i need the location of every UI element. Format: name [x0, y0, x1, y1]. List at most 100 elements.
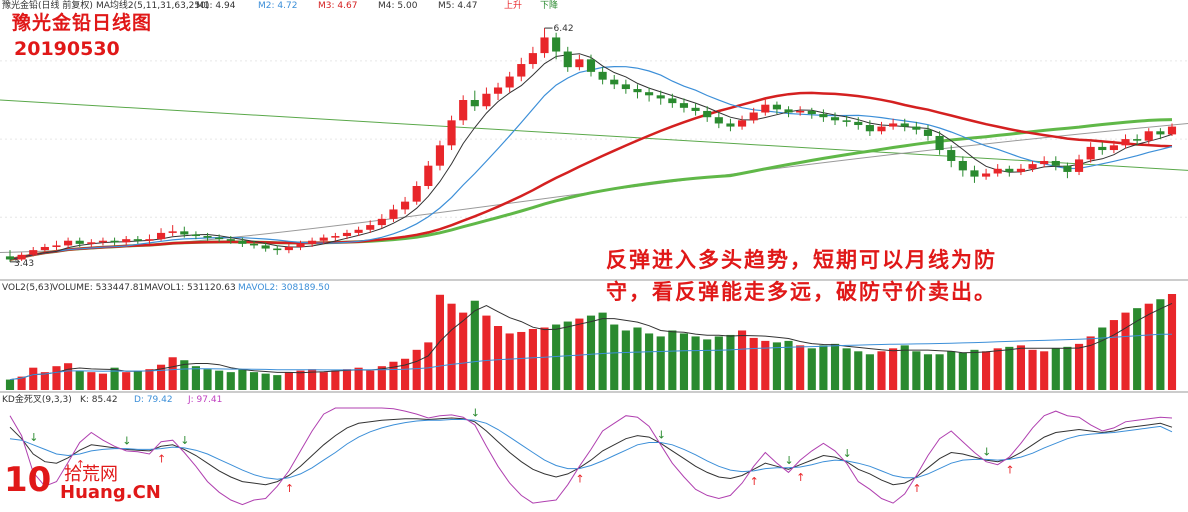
candle-body [284, 246, 293, 251]
signal-markers: ↓↑↓↑↓↑↓↑↓↑↓↑↓↑↓↑ [29, 406, 1014, 495]
volume-bar [1016, 345, 1026, 390]
candle-body [982, 173, 991, 177]
volume-bar [145, 369, 154, 390]
candle-body [1005, 168, 1014, 172]
candle-body [1051, 160, 1060, 166]
volume-bar [900, 345, 909, 390]
volume-bar [842, 348, 851, 390]
volume-value: VOLUME: 533447.81 [52, 283, 144, 293]
candle-body [737, 120, 747, 127]
candle-body [1040, 160, 1049, 165]
volume-bar [714, 336, 723, 390]
volume-bar [610, 324, 619, 390]
candle-body [726, 123, 735, 127]
volume-bar [703, 339, 712, 390]
volume-bar [947, 351, 956, 390]
candle-body [238, 240, 247, 244]
kd-j-line [9, 407, 1173, 506]
volume-bar [40, 372, 49, 390]
volume-bar [482, 315, 491, 390]
volume-bar [645, 333, 654, 390]
candle-body [586, 59, 596, 72]
volume-bar [215, 370, 224, 390]
candle-body [703, 110, 712, 118]
mavol2-value: MAVOL2: 308189.50 [238, 283, 330, 293]
chart-title: 豫光金铅日线图 [12, 12, 153, 34]
annotation: 反弹进入多头趋势，短期可以月线为防 守，看反弹能走多远，破防守价卖出。 [606, 244, 1106, 308]
volume-bar [621, 330, 630, 390]
candle-body [156, 232, 166, 240]
candle-body [947, 150, 956, 161]
logo-chinese: 拾荒网 [64, 464, 118, 485]
kd-d-line [9, 419, 1173, 480]
candle-body [923, 129, 933, 136]
candle-body [1016, 168, 1026, 172]
candle-body [970, 170, 979, 177]
candle-body [401, 201, 410, 210]
volume-bar [737, 330, 747, 390]
death-cross-marker: ↓ [657, 429, 666, 442]
candle-body [412, 186, 421, 202]
candle-body [900, 123, 909, 127]
volume-bar [1098, 327, 1107, 390]
volume-bar [1167, 294, 1177, 390]
golden-cross-marker: ↑ [796, 471, 805, 484]
golden-cross-marker: ↑ [1005, 463, 1014, 476]
death-cross-marker: ↓ [843, 447, 852, 460]
golden-cross-marker: ↑ [76, 458, 85, 471]
volume-bar [1005, 346, 1014, 390]
golden-cross-marker: ↑ [285, 482, 294, 495]
volume-bar [1074, 343, 1084, 390]
volume-bar [668, 330, 677, 390]
candle-body [784, 109, 793, 113]
volume-bar [284, 372, 293, 390]
candle-body [598, 71, 607, 80]
site-logo: 10 拾荒网 Huang.CN [4, 458, 164, 508]
candle-body [714, 117, 723, 124]
j-value: J: 97.41 [187, 395, 222, 405]
candle-body [40, 246, 49, 251]
volume-bar [923, 354, 933, 390]
golden-cross-marker: ↑ [912, 482, 921, 495]
logo-english: Huang.CN [60, 482, 161, 503]
candle-body [5, 256, 15, 260]
candle-body [1167, 126, 1177, 135]
m5-value: M5: 4.47 [438, 1, 477, 11]
candle-body [1133, 139, 1142, 141]
volume-bar [52, 366, 61, 390]
candle-body [122, 239, 131, 243]
candle-body [168, 231, 177, 233]
volume-bar [470, 300, 479, 390]
volume-bar [761, 340, 770, 390]
volume-bar [1144, 303, 1153, 390]
volume-bars [5, 294, 1177, 390]
volume-bar [807, 348, 816, 390]
candle-body [761, 104, 770, 113]
candle-body [226, 239, 235, 241]
up-label: 上升 [504, 0, 522, 11]
m3-value: M3: 4.67 [318, 1, 357, 11]
volume-bar [1086, 336, 1095, 390]
candle-body [1063, 165, 1072, 172]
volume-bar [912, 351, 921, 390]
candle-body [308, 240, 317, 244]
volume-bar [87, 372, 96, 390]
volume-bar [319, 372, 328, 390]
volume-bar [784, 340, 793, 390]
candle-body [203, 236, 212, 238]
volume-bar [447, 303, 456, 390]
volume-bar [819, 345, 828, 390]
volume-bar [528, 328, 537, 390]
grid [0, 60, 1188, 218]
volume-bar [191, 366, 200, 390]
candle-body [842, 120, 851, 122]
candle-body [1074, 159, 1084, 172]
volume-bar [517, 331, 526, 390]
candle-body [133, 239, 142, 241]
candle-body [180, 231, 189, 235]
volume-bar [296, 370, 305, 390]
mavol2-line [9, 333, 1172, 381]
logo-number: 10 [4, 460, 52, 500]
volume-bar [889, 348, 898, 390]
candle-body [389, 209, 398, 219]
